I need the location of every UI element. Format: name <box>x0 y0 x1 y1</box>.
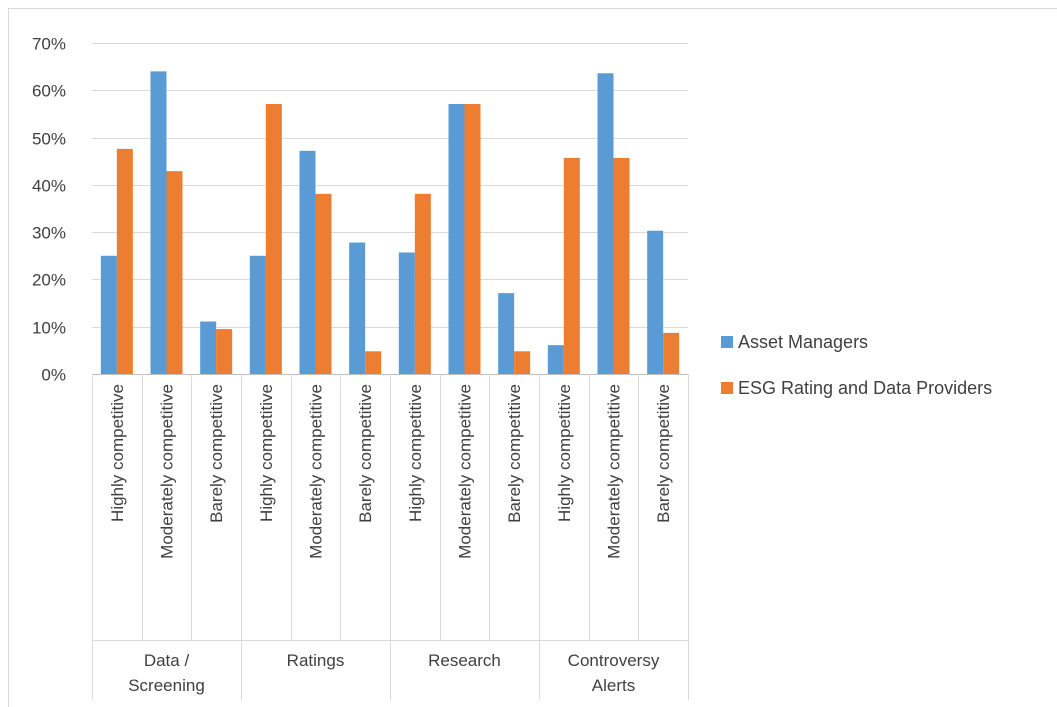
bar-esg-providers <box>216 329 233 374</box>
bar-asset-managers <box>597 73 614 375</box>
bar-asset-managers <box>647 230 664 374</box>
bar-esg-providers <box>365 351 382 374</box>
bar-asset-managers <box>200 321 217 374</box>
x-tick-label: Highly competitive <box>257 384 276 522</box>
bar-asset-managers <box>150 71 167 374</box>
x-tick-label: Highly competitive <box>108 384 127 522</box>
bar-asset-managers <box>299 150 316 374</box>
x-tick-label: Moderately competitive <box>605 384 624 559</box>
bar-asset-managers <box>100 255 117 374</box>
x-tick-label: Barely competitive <box>356 384 375 523</box>
bar-esg-providers <box>613 157 630 374</box>
legend-swatch <box>721 336 733 348</box>
bar-esg-providers <box>663 332 680 374</box>
group-label: Controversy <box>568 651 660 670</box>
legend-label: Asset Managers <box>738 332 868 352</box>
y-tick-label: 50% <box>32 130 66 149</box>
x-tick-label: Barely competitive <box>654 384 673 523</box>
bar-esg-providers <box>265 103 282 375</box>
bar-esg-providers <box>464 103 481 375</box>
group-label: Alerts <box>592 676 635 695</box>
bar-asset-managers <box>398 252 415 374</box>
y-tick-label: 40% <box>32 177 66 196</box>
x-tick-label: Moderately competitive <box>307 384 326 559</box>
bar-asset-managers <box>547 345 564 374</box>
group-label: Research <box>428 651 501 670</box>
x-tick-label: Moderately competitive <box>158 384 177 559</box>
group-label: Data / <box>144 651 190 670</box>
legend-label: ESG Rating and Data Providers <box>738 378 992 398</box>
bar-esg-providers <box>514 351 531 374</box>
bar-esg-providers <box>414 193 431 374</box>
y-tick-label: 30% <box>32 224 66 243</box>
bar-asset-managers <box>498 293 515 374</box>
y-tick-label: 20% <box>32 271 66 290</box>
bar-esg-providers <box>116 148 133 374</box>
y-tick-label: 0% <box>41 366 66 385</box>
x-tick-label: Highly competitive <box>555 384 574 522</box>
legend-swatch <box>721 382 733 394</box>
x-tick-label: Barely competitive <box>505 384 524 523</box>
bar-esg-providers <box>166 171 183 374</box>
y-tick-label: 60% <box>32 82 66 101</box>
x-tick-label: Barely competitive <box>207 384 226 523</box>
bar-asset-managers <box>448 103 465 375</box>
y-tick-label: 10% <box>32 319 66 338</box>
group-label: Ratings <box>287 651 345 670</box>
bar-asset-managers <box>349 242 366 374</box>
x-tick-label: Highly competitive <box>406 384 425 522</box>
bar-asset-managers <box>249 255 266 374</box>
bar-esg-providers <box>563 157 580 374</box>
bar-esg-providers <box>315 193 332 374</box>
group-label: Screening <box>128 676 205 695</box>
y-tick-label: 70% <box>32 35 66 54</box>
x-tick-label: Moderately competitive <box>456 384 475 559</box>
